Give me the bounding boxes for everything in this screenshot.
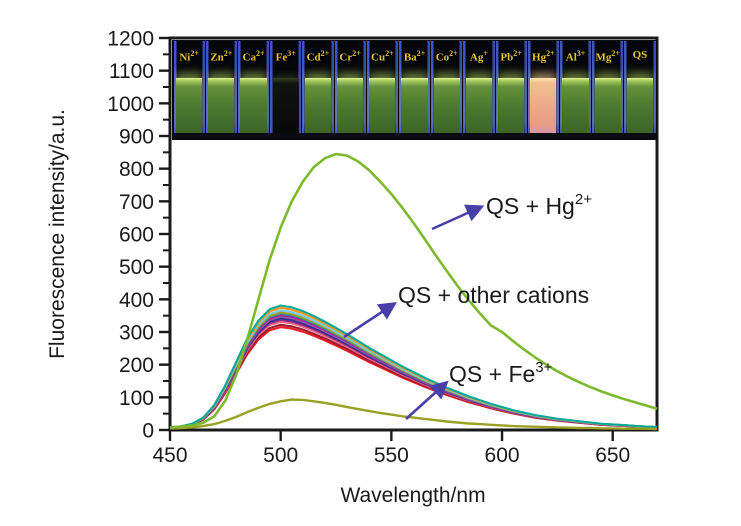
y-tick-label: 500 [119,256,154,279]
annotation-arrow-others [343,301,398,339]
curve-other-ca [169,304,658,429]
x-axis-title: Wavelength/nm [340,484,486,507]
x-tick-label: 600 [485,444,520,467]
cuvette-label: Al3+ [565,49,586,64]
cuvette-ba2: Ba2+ [398,41,431,139]
x-tick-label: 450 [152,444,187,467]
annotations: QS + Hg2+ QS + other cations QS + Fe3+ [343,191,592,420]
cuvette-liquid-dark [272,78,299,133]
annotation-label-others: QS + other cations [398,282,589,308]
cuvette-al3: Al3+ [559,41,592,139]
y-tick-label: 200 [119,354,154,377]
y-tick-label: 700 [119,191,154,214]
annotation-label-fe: QS + Fe3+ [449,359,553,387]
y-tick-label: 600 [119,224,154,247]
cuvette-label: Ba2+ [403,49,426,64]
cuvette-liquid-green [433,78,460,133]
cuvette-liquid-green [337,78,364,133]
annotation-arrow-fe [405,380,449,420]
cuvette-liquid-green [401,78,428,133]
cuvette-label: Zn2+ [210,49,233,64]
cuvette-liquid-green [176,78,203,133]
curve-fe [169,398,658,431]
curve-other-pb [169,311,658,429]
y-tick-label: 100 [119,387,154,410]
cuvette-qs: QS [624,41,656,139]
cuvette-label: Co2+ [435,49,458,64]
cuvette-co2: Co2+ [431,41,463,139]
y-tick-label: 1200 [107,28,154,51]
y-tick-label: 800 [119,158,154,181]
cuvette-zn2: Zn2+ [205,41,237,139]
plot-frame [168,36,659,432]
cuvette-label: Fe3+ [275,49,296,64]
cuvette-hg2: Hg2+ [527,41,559,139]
y-tick-label: 400 [119,289,154,312]
cuvette-liquid-green [304,78,332,133]
cuvette-photo-inset: Ni2+ Zn2+ Ca2+ Fe3+ Cd2+ Cr2+ Cu2+ Ba2+ Co2+ Ag+ P… [172,40,657,140]
cuvette-liquid-green [369,78,396,133]
cuvette-cr2: Cr2+ [334,41,366,139]
y-axis-title: Fluorescence intensity/a.u. [46,109,69,359]
curve-other-zn [169,306,658,429]
y-tick-label: 300 [119,322,154,345]
cuvette-label: Cr2+ [339,49,361,64]
annotation-arrow-hg [431,204,485,231]
cuvette-liquid-green [498,78,525,133]
y-tick-label: 900 [119,126,154,149]
curves [169,152,658,431]
cuvette-label: Mg2+ [595,49,620,64]
photo-bottom-strip [173,133,656,139]
cuvette-label: Cu2+ [371,49,394,64]
x-tick-label: 500 [263,444,298,467]
cuvette-mg2: Mg2+ [592,41,624,139]
curve-hg [169,152,658,429]
cuvette-liquid-green [562,78,589,133]
y-tick-label: 1100 [109,60,154,83]
curve-other-ag [169,309,658,429]
cuvette-fe3: Fe3+ [270,41,302,139]
cuvette-label: Hg2+ [532,49,555,64]
cuvette-label: Pb2+ [500,49,522,64]
cuvette-label: Cd2+ [306,49,330,64]
cuvette-liquid-green [208,78,235,133]
cuvette-liquid-orange [530,78,557,133]
cuvette-cu2: Cu2+ [366,41,398,139]
curve-other-mg [169,310,658,429]
cuvette-label: Ca2+ [242,49,265,64]
cuvette-liquid-green [594,78,621,133]
x-tick-label: 550 [374,444,409,467]
cuvette-label: QS [632,49,648,61]
axes-ticks: 0 100 200 300 400 500 600 700 800 900 1000 1100 1200… [107,28,630,467]
cuvette-ni2: Ni2+ [173,41,205,139]
annotation-label-hg: QS + Hg2+ [486,191,592,219]
cuvette-pb2: Pb2+ [495,41,527,139]
cuvette-liquid-green [626,78,654,133]
cuvette-liquid-green [465,78,493,133]
cuvette-ca2: Ca2+ [237,41,270,139]
cuvette-label: Ag+ [469,49,488,64]
y-tick-label: 1000 [107,93,154,116]
cuvette-label: Ni2+ [179,49,199,64]
x-tick-label: 650 [595,444,630,467]
y-tick-label: 0 [142,420,154,443]
cuvette-ag: Ag+ [463,41,495,139]
cuvette-cd2: Cd2+ [302,41,334,139]
cuvette-liquid-green [240,78,267,133]
